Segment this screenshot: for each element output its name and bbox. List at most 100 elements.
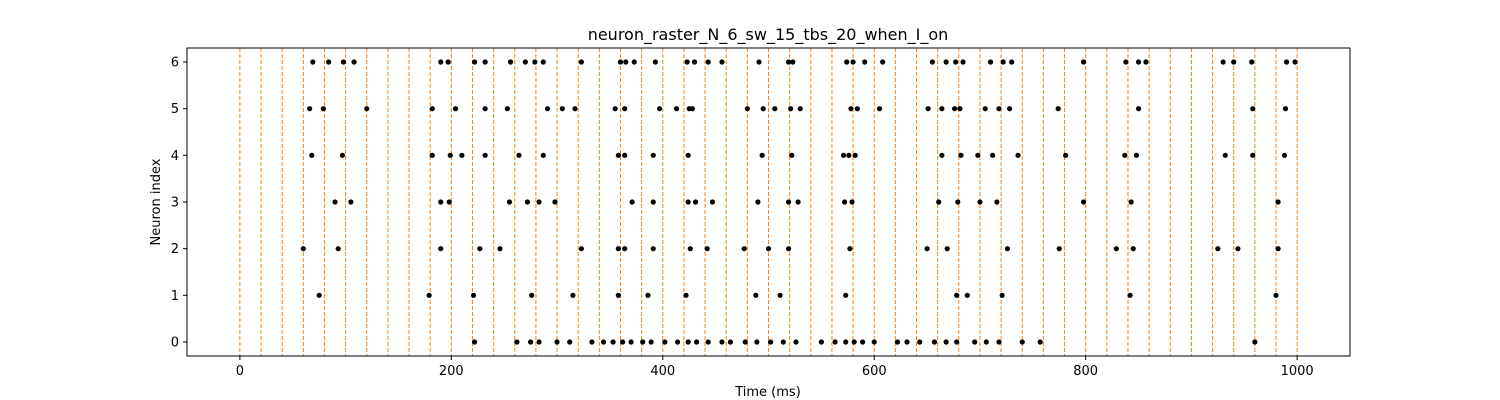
spike-point-n4-19 <box>975 152 981 158</box>
spike-point-n5-6 <box>504 106 510 112</box>
spike-point-n2-7 <box>622 246 628 252</box>
spike-point-n5-9 <box>572 106 578 112</box>
spike-point-n6-43 <box>1292 59 1298 65</box>
spike-point-n3-1 <box>348 199 354 205</box>
spike-point-n6-26 <box>862 59 868 65</box>
spike-point-n5-0 <box>307 106 313 112</box>
spike-point-n0-16 <box>694 339 700 345</box>
spike-point-n4-0 <box>309 152 315 158</box>
y-tick-label-0: 0 <box>171 336 179 351</box>
spike-point-n0-32 <box>904 339 910 345</box>
spike-point-n6-27 <box>880 59 886 65</box>
spike-point-n0-28 <box>851 339 857 345</box>
vlines-group <box>239 48 1298 356</box>
spike-point-n6-9 <box>522 59 528 65</box>
spike-point-n2-13 <box>785 246 792 252</box>
spike-point-n1-5 <box>615 292 621 298</box>
spike-point-n6-40 <box>1231 59 1237 65</box>
x-axis-ticks: 0 200 400 600 800 1000 <box>236 356 1314 379</box>
spike-point-n1-3 <box>529 292 535 298</box>
x-axis-label: Time (ms) <box>734 385 801 400</box>
spike-point-n3-14 <box>785 199 792 205</box>
spike-point-n0-18 <box>719 339 725 345</box>
spike-point-n4-7 <box>540 152 546 158</box>
spike-point-n2-6 <box>615 246 621 252</box>
spike-point-n3-3 <box>446 199 452 205</box>
spike-point-n5-22 <box>854 106 860 112</box>
spike-point-n4-21 <box>1015 152 1021 158</box>
spike-point-n6-0 <box>310 59 316 65</box>
spike-point-n6-41 <box>1249 59 1255 65</box>
spike-point-n4-3 <box>447 152 453 158</box>
spike-point-n0-26 <box>832 339 838 345</box>
spike-point-n0-41 <box>1037 339 1043 345</box>
x-tick-label-400: 400 <box>650 364 675 379</box>
spike-point-n4-22 <box>1062 152 1069 158</box>
spike-point-n1-8 <box>753 292 759 298</box>
spike-point-n5-17 <box>760 106 766 112</box>
spike-point-n5-10 <box>612 106 618 112</box>
spike-point-n1-4 <box>570 292 576 298</box>
spike-point-n0-27 <box>843 339 849 345</box>
spike-point-n5-15 <box>689 106 695 112</box>
spike-point-n6-36 <box>1123 59 1129 65</box>
spike-point-n6-22 <box>785 59 792 65</box>
spike-point-n0-0 <box>471 339 478 345</box>
spike-point-n5-34 <box>1282 106 1289 112</box>
spike-point-n1-10 <box>843 292 849 298</box>
spike-point-n0-23 <box>780 339 786 345</box>
spike-point-n6-13 <box>617 59 624 65</box>
spike-point-n2-9 <box>687 246 693 252</box>
spike-point-n1-7 <box>683 292 689 298</box>
spike-point-n0-14 <box>674 339 681 345</box>
spike-point-n5-31 <box>1055 106 1061 112</box>
spike-point-n2-12 <box>765 246 772 252</box>
spike-point-n0-24 <box>793 339 799 345</box>
x-tick-label-600: 600 <box>862 364 887 379</box>
spike-point-n6-34 <box>1009 59 1015 65</box>
spike-point-n4-5 <box>482 152 488 158</box>
spike-point-n0-4 <box>554 339 560 345</box>
spike-point-n3-5 <box>524 199 531 205</box>
y-tick-label-4: 4 <box>171 149 179 164</box>
spike-point-n6-30 <box>953 59 959 65</box>
spike-point-n2-22 <box>1235 246 1241 252</box>
y-tick-label-3: 3 <box>171 196 179 211</box>
spike-point-n5-25 <box>939 106 945 112</box>
spike-point-n4-4 <box>459 152 465 158</box>
spike-point-n0-3 <box>536 339 542 345</box>
spike-point-n1-14 <box>1127 292 1133 298</box>
spike-point-n2-21 <box>1215 246 1221 252</box>
spike-point-n5-28 <box>982 106 988 112</box>
spike-point-n5-8 <box>559 106 565 112</box>
spike-point-n5-12 <box>657 106 663 112</box>
spike-point-n0-31 <box>894 339 901 345</box>
spike-point-n0-8 <box>610 339 616 345</box>
spike-point-n1-0 <box>316 292 322 298</box>
spike-point-n2-23 <box>1275 246 1281 252</box>
spike-point-n4-10 <box>650 152 656 158</box>
spike-point-n6-3 <box>351 59 357 65</box>
spike-point-n0-30 <box>871 339 877 345</box>
spike-point-n2-18 <box>1056 246 1062 252</box>
spike-point-n3-9 <box>650 199 656 205</box>
spike-point-n2-15 <box>924 246 930 252</box>
spike-point-n5-32 <box>1135 106 1142 112</box>
spike-point-n5-19 <box>788 106 794 112</box>
spike-point-n0-39 <box>996 339 1002 345</box>
spike-point-n6-29 <box>943 59 949 65</box>
y-tick-label-5: 5 <box>171 102 179 117</box>
spike-point-n1-1 <box>426 292 432 298</box>
spike-point-n6-38 <box>1143 59 1149 65</box>
spike-point-n0-5 <box>567 339 573 345</box>
spike-point-n3-2 <box>438 199 444 205</box>
spike-point-n5-29 <box>996 106 1002 112</box>
spike-point-n4-20 <box>990 152 996 158</box>
spike-point-n6-25 <box>850 59 856 65</box>
spike-point-n5-3 <box>429 106 435 112</box>
spike-point-n6-15 <box>631 59 637 65</box>
spike-point-n5-24 <box>925 106 931 112</box>
y-tick-label-1: 1 <box>171 289 179 304</box>
spike-point-n4-24 <box>1133 152 1140 158</box>
